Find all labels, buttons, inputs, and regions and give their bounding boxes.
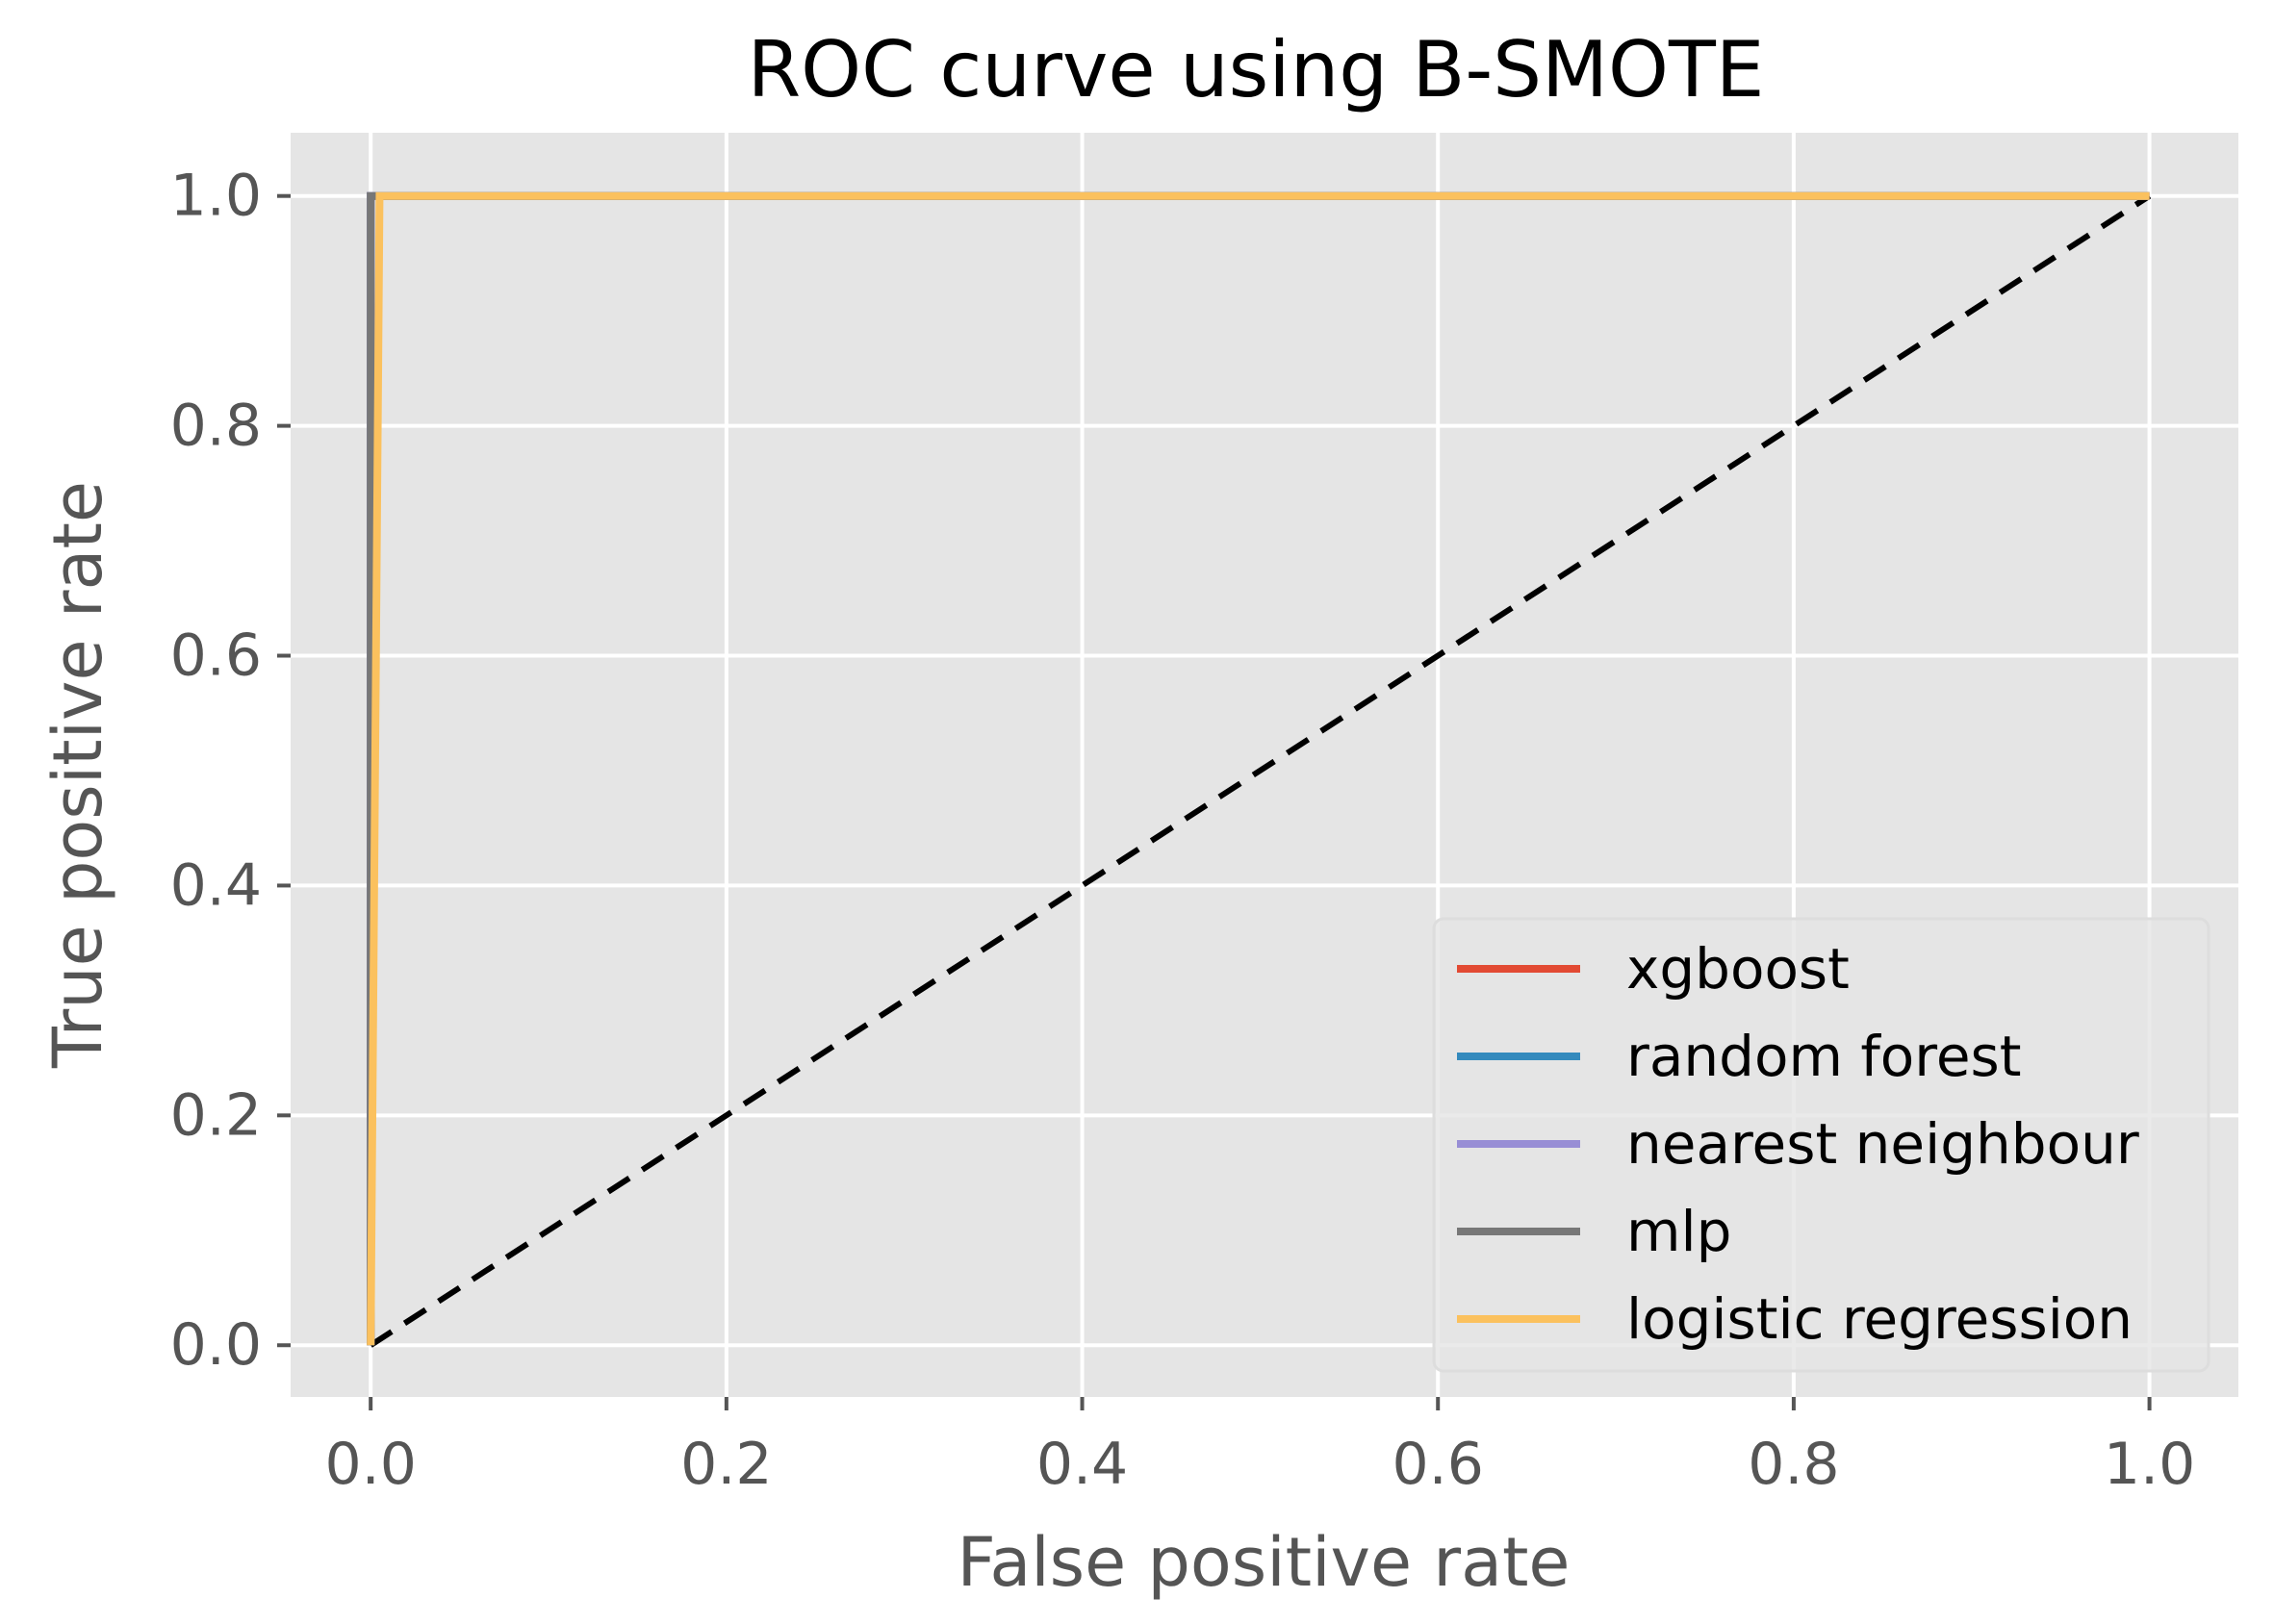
y-tick-label: 0.0: [170, 1311, 262, 1379]
reference-diagonal-line: [369, 193, 2152, 1348]
x-tick-label: 0.4: [1036, 1431, 1128, 1498]
legend-label-xgboost: xgboost: [1626, 936, 1850, 1002]
x-tick-label: 0.0: [324, 1431, 416, 1498]
x-tick-label: 0.2: [680, 1431, 772, 1498]
series-lines: [367, 191, 2152, 1348]
legend-label-logistic-regression: logistic regression: [1626, 1286, 2133, 1352]
x-axis-label: False positive rate: [958, 1523, 1571, 1602]
legend: xgboost random forest nearest neighbour mlp…: [1432, 917, 2210, 1373]
legend-box: [1432, 917, 2210, 1373]
legend-label-random-forest: random forest: [1626, 1024, 2022, 1089]
legend-label-nearest-neighbour: nearest neighbour: [1626, 1111, 2139, 1177]
y-axis-label: True positive rate: [38, 481, 117, 1069]
axis-ticks: 0.0 0.2 0.4 0.6 0.8 1.0 0.0 0.2 0.4 0.6 0.8 1.0: [170, 163, 2196, 1498]
x-tick-label: 0.6: [1393, 1431, 1484, 1498]
x-tick-label: 0.8: [1748, 1431, 1839, 1498]
grid-lines: [291, 133, 2238, 1397]
y-tick-label: 1.0: [170, 163, 262, 230]
y-tick-label: 0.2: [170, 1081, 262, 1149]
chart-title: ROC curve using B-SMOTE: [748, 25, 1765, 114]
series-line-logistic-regression: [367, 191, 2150, 1346]
y-tick-label: 0.8: [170, 393, 262, 460]
x-tick-label: 1.0: [2104, 1431, 2195, 1498]
y-tick-label: 0.6: [170, 622, 262, 690]
legend-label-mlp: mlp: [1626, 1199, 1731, 1264]
y-tick-label: 0.4: [170, 851, 262, 919]
